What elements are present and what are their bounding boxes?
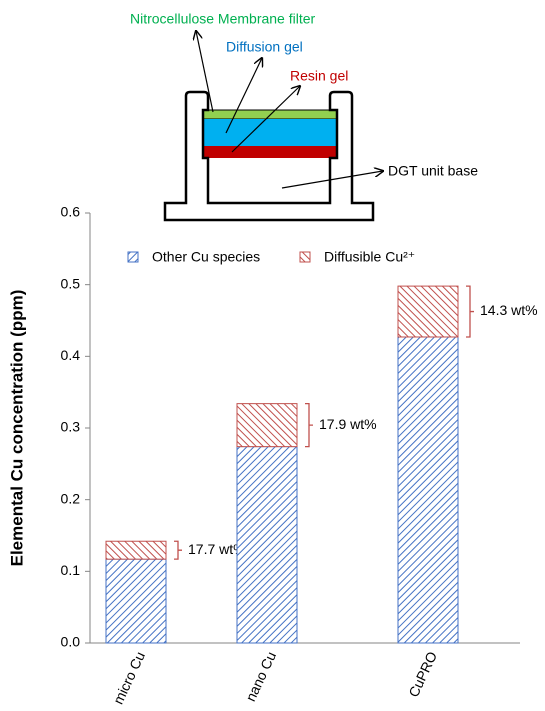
y-tick-label: 0.4 — [61, 347, 81, 363]
diagram-label: Resin gel — [290, 68, 348, 84]
page: Nitrocellulose Membrane filter Diffusion… — [0, 0, 545, 711]
y-tick-label: 0.6 — [61, 204, 81, 220]
diffusion-layer — [203, 119, 337, 146]
diagram-label: DGT unit base — [388, 163, 478, 179]
bar-segment — [106, 541, 166, 559]
y-tick-label: 0.3 — [61, 419, 81, 435]
legend-swatch — [128, 252, 138, 262]
bar-segment — [398, 337, 458, 643]
bracket — [305, 404, 313, 447]
arrow — [196, 31, 213, 112]
diagram-label: Diffusion gel — [226, 39, 303, 55]
legend-swatch — [300, 252, 310, 262]
bracket — [466, 286, 474, 337]
x-tick-label: nano Cu — [242, 649, 279, 704]
figure: Nitrocellulose Membrane filter Diffusion… — [0, 0, 545, 711]
bar-segment — [398, 286, 458, 337]
bar-segment — [237, 404, 297, 447]
x-tick-label: CuPRO — [405, 649, 440, 700]
y-tick-label: 0.2 — [61, 490, 81, 506]
legend-label: Diffusible Cu²⁺ — [324, 249, 415, 265]
bar-segment — [106, 559, 166, 643]
annotation: 14.3 wt% — [480, 302, 538, 318]
y-axis-title: Elemental Cu concentration (ppm) — [7, 290, 26, 567]
y-tick-label: 0.1 — [61, 562, 81, 578]
annotation: 17.9 wt% — [319, 416, 377, 432]
y-tick-label: 0.5 — [61, 275, 81, 291]
arrow — [282, 171, 383, 188]
bracket — [174, 541, 182, 559]
bar-segment — [237, 447, 297, 643]
legend-label: Other Cu species — [152, 249, 260, 265]
resin-layer — [203, 146, 337, 158]
x-tick-label: micro Cu — [110, 649, 148, 707]
dgt-diagram: Nitrocellulose Membrane filter Diffusion… — [130, 11, 478, 220]
y-tick-label: 0.0 — [61, 634, 81, 650]
diagram-label: Nitrocellulose Membrane filter — [130, 11, 316, 27]
